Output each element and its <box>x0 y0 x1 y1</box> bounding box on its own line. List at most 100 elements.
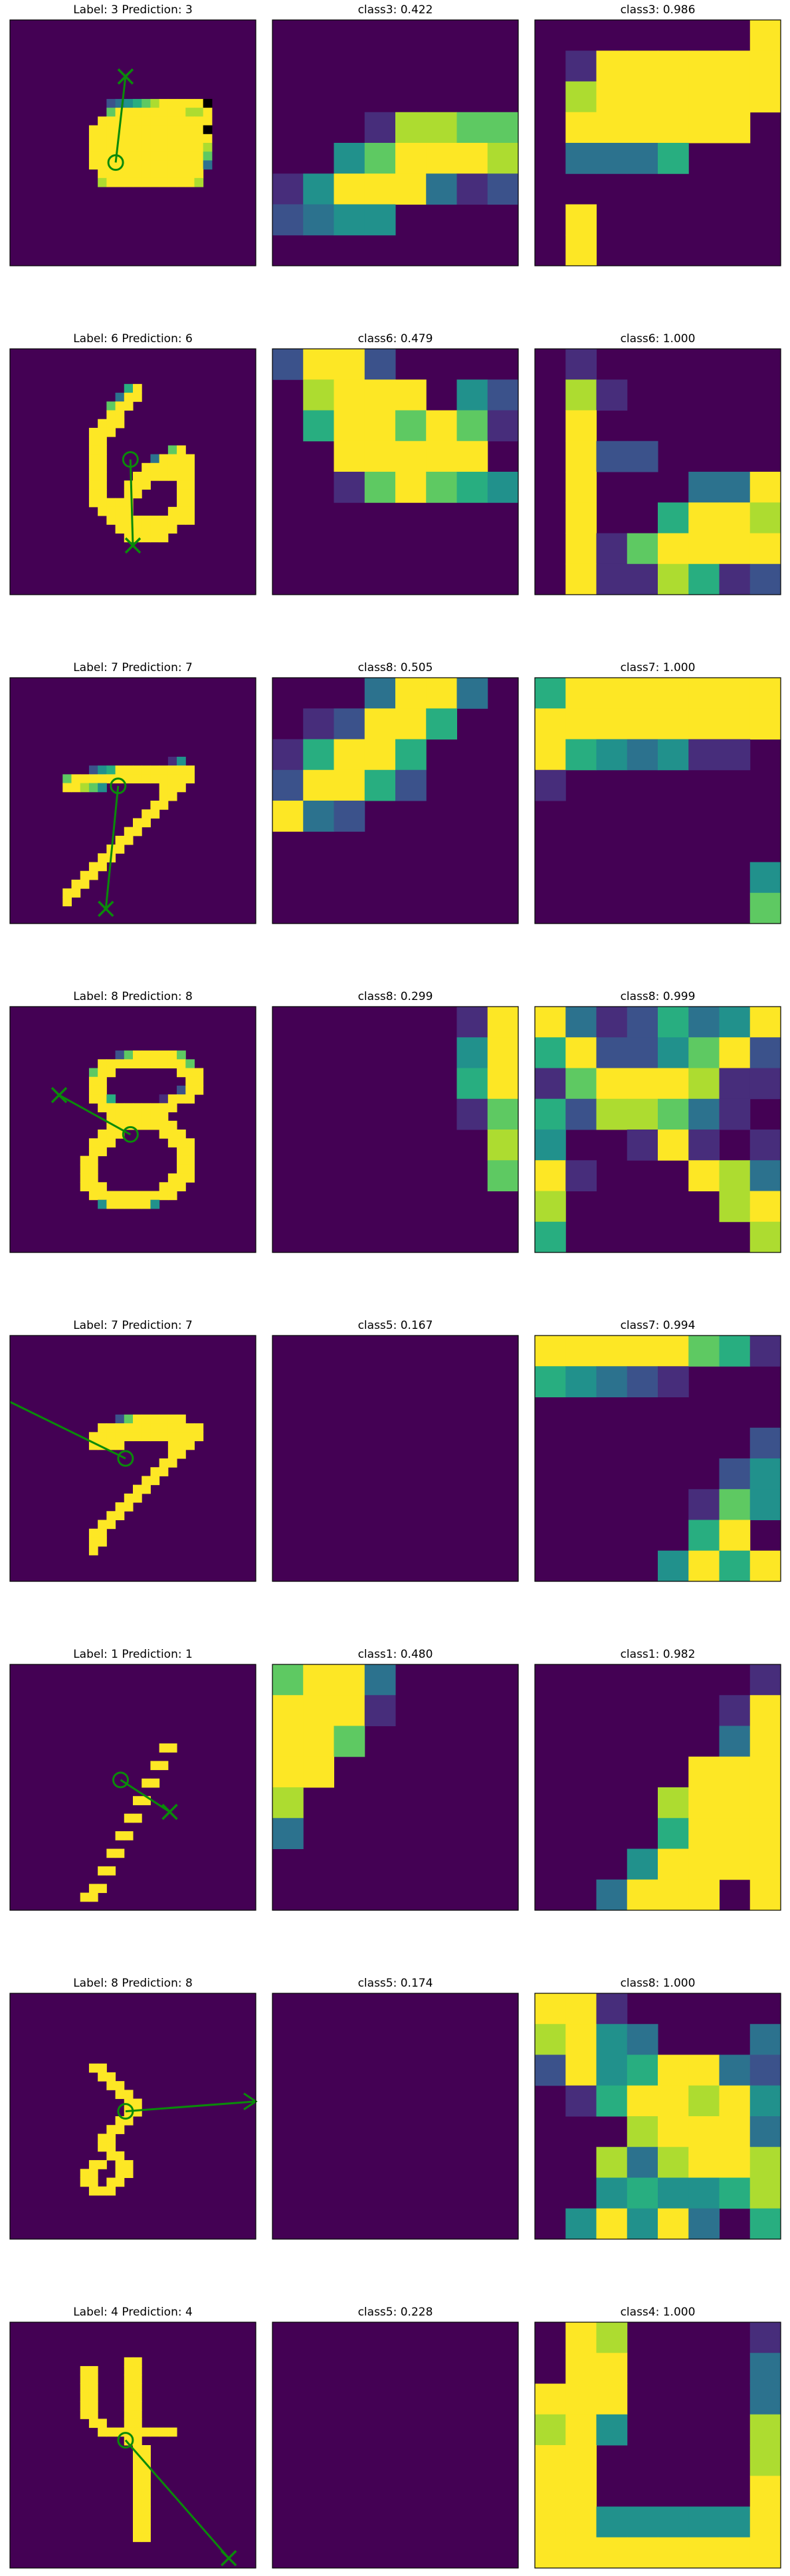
heatmap-cell <box>457 1007 488 1038</box>
digit-pixel <box>80 2178 90 2187</box>
digit-pixel <box>168 1450 177 1459</box>
digit-pixel <box>106 1130 116 1139</box>
digit-pixel <box>168 108 177 117</box>
digit-pixel <box>185 1077 195 1086</box>
heatmap-cell <box>688 534 720 565</box>
digit-pixel <box>150 1191 159 1201</box>
heatmap-cell <box>750 1695 781 1726</box>
heatmap-cell <box>750 1664 781 1696</box>
digit-pixel <box>142 1432 151 1441</box>
digit-pixel <box>98 480 107 490</box>
heatmap-cell <box>750 1757 781 1788</box>
digit-pixel <box>150 169 159 179</box>
digit-pixel <box>116 411 125 420</box>
heatmap-cell <box>488 472 519 503</box>
digit-pixel <box>203 134 213 144</box>
digit-pixel <box>177 1050 186 1060</box>
heatmap-cell <box>658 1787 689 1819</box>
heatmap-cell <box>688 1757 720 1788</box>
digit-pixel <box>150 454 159 464</box>
digit-pixel <box>203 151 213 161</box>
digit-pixel <box>124 1415 134 1424</box>
heatmap-cell <box>720 1757 751 1788</box>
heatmap-cell <box>750 2445 781 2476</box>
digit-pixel <box>116 1441 125 1450</box>
heatmap-cell <box>426 678 457 709</box>
heatmap-cell <box>565 564 597 595</box>
digit-pixel <box>195 99 204 108</box>
heatmap-cell <box>750 2209 781 2240</box>
digit-pixel <box>133 2472 142 2481</box>
heatmap-cell <box>597 1366 628 1397</box>
digit-pixel <box>98 126 107 135</box>
heatmap-cell <box>535 1336 566 1367</box>
digit-pixel <box>177 472 186 481</box>
digit-pixel <box>116 1511 125 1520</box>
digit-pixel <box>142 1121 151 1130</box>
heatmap-cell <box>488 1160 519 1191</box>
digit-pixel <box>98 498 107 508</box>
digit-pixel <box>98 2160 107 2169</box>
digit-image-panel <box>10 1336 256 1581</box>
digit-pixel <box>150 134 159 144</box>
digit-pixel <box>116 2081 125 2090</box>
digit-pixel <box>150 1050 159 1060</box>
heatmap-cell <box>565 1993 597 2025</box>
heatmap-cell <box>395 770 427 801</box>
heatmap-cell <box>365 112 396 144</box>
heatmap-cell <box>658 1849 689 1880</box>
heatmap-cell <box>658 1336 689 1367</box>
heatmap-cell <box>535 2537 566 2569</box>
heatmap-cell <box>457 173 488 205</box>
digit-pixel <box>142 2489 151 2498</box>
digit-pixel <box>106 1866 116 1876</box>
heatmap-cell <box>426 411 457 442</box>
heatmap-cell <box>565 2415 597 2446</box>
digit-pixel <box>80 1173 90 1183</box>
digit-pixel <box>106 765 116 775</box>
heatmap-cell <box>334 173 365 205</box>
digit-pixel <box>89 134 98 144</box>
digit-pixel <box>89 1529 98 1538</box>
digit-pixel <box>150 463 159 472</box>
digit-pixel <box>195 160 204 169</box>
heatmap-cell <box>565 235 597 266</box>
digit-pixel <box>124 2419 134 2428</box>
heatmap-cell <box>272 801 304 832</box>
digit-pixel <box>142 151 151 161</box>
digit-pixel <box>150 516 159 525</box>
heatmap-cell <box>597 2322 628 2353</box>
digit-pixel <box>98 1423 107 1433</box>
digit-pixel <box>133 524 142 534</box>
digit-pixel <box>98 2419 107 2428</box>
heatmap-cell <box>627 82 658 113</box>
digit-pixel <box>133 1059 142 1068</box>
digit-pixel <box>168 1094 177 1104</box>
heatmap-cell <box>720 534 751 565</box>
digit-pixel <box>116 1059 125 1068</box>
digit-pixel <box>133 384 142 393</box>
digit-pixel <box>106 143 116 152</box>
heatmap-cell <box>627 2116 658 2147</box>
heatmap-cell <box>658 740 689 771</box>
heatmap-cell <box>658 1037 689 1068</box>
heatmap-cell <box>720 1818 751 1849</box>
heatmap-cell <box>750 2086 781 2117</box>
digit-pixel <box>150 116 159 126</box>
digit-pixel <box>89 445 98 454</box>
heatmap-cell <box>750 50 781 82</box>
digit-pixel <box>133 2524 142 2533</box>
digit-pixel <box>98 445 107 454</box>
digit-pixel <box>89 480 98 490</box>
digit-pixel <box>168 774 177 783</box>
heatmap-cell <box>395 708 427 740</box>
heatmap-cell <box>272 1695 304 1726</box>
heatmap-cell <box>597 1880 628 1911</box>
heatmap-cell <box>365 1664 396 1696</box>
digit-pixel <box>106 108 116 117</box>
digit-pixel <box>89 1156 98 1165</box>
digit-pixel <box>133 2108 142 2117</box>
heatmap-cell <box>565 1037 597 1068</box>
digit-pixel <box>185 1156 195 1165</box>
heatmap-cell <box>627 2147 658 2178</box>
